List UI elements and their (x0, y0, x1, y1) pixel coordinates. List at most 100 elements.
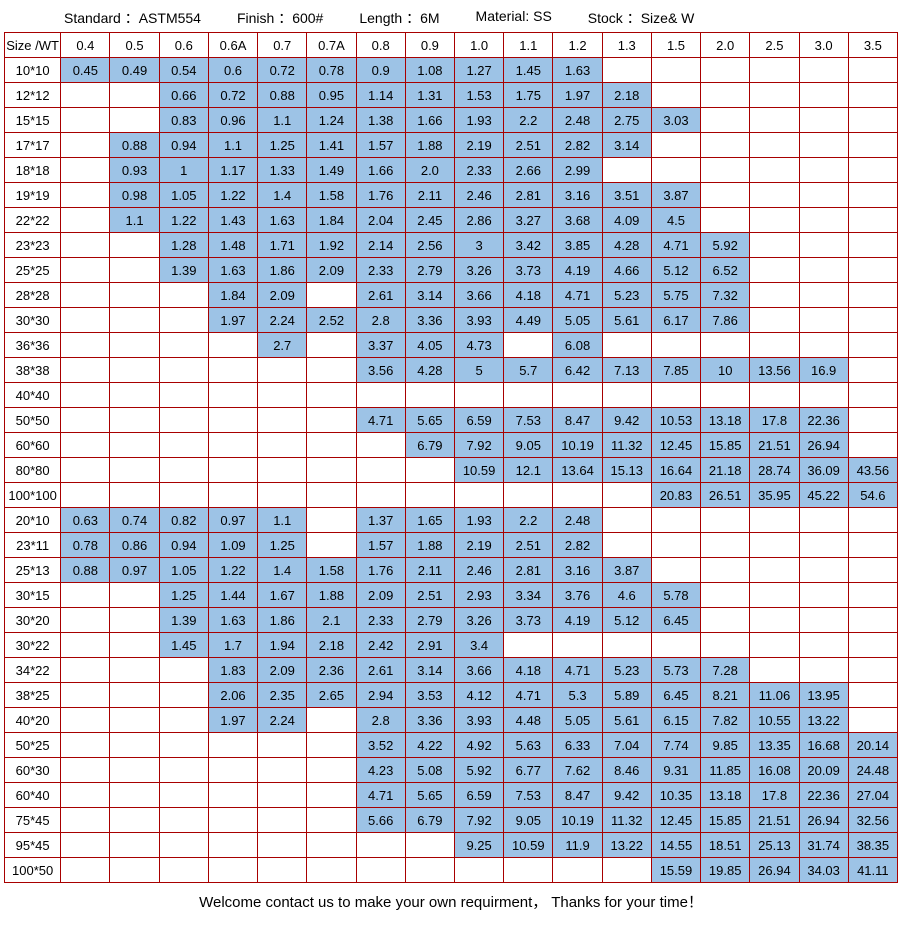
value-cell (405, 383, 454, 408)
value-cell (61, 208, 110, 233)
value-cell: 9.42 (602, 408, 651, 433)
value-cell: 3.51 (602, 183, 651, 208)
value-cell: 5.65 (405, 783, 454, 808)
value-cell: 5.12 (651, 258, 700, 283)
size-cell: 60*30 (5, 758, 61, 783)
value-cell: 4.48 (504, 708, 553, 733)
value-cell: 1.63 (553, 58, 602, 83)
size-cell: 95*45 (5, 833, 61, 858)
value-cell: 1.94 (258, 633, 307, 658)
value-cell: 26.94 (799, 808, 848, 833)
value-cell: 7.32 (701, 283, 750, 308)
value-cell: 3.87 (651, 183, 700, 208)
value-cell: 9.42 (602, 783, 651, 808)
value-cell: 26.51 (701, 483, 750, 508)
value-cell (307, 408, 356, 433)
value-cell (110, 708, 159, 733)
value-cell: 11.32 (602, 433, 651, 458)
value-cell (208, 833, 257, 858)
value-cell (405, 458, 454, 483)
value-cell: 27.04 (848, 783, 897, 808)
value-cell (307, 433, 356, 458)
value-cell: 1.86 (258, 608, 307, 633)
value-cell: 3.37 (356, 333, 405, 358)
value-cell (455, 483, 504, 508)
value-cell: 1.76 (356, 558, 405, 583)
value-cell: 21.18 (701, 458, 750, 483)
value-cell: 6.45 (651, 608, 700, 633)
table-row: 25*251.391.631.862.092.332.793.263.734.1… (5, 258, 898, 283)
size-cell: 60*40 (5, 783, 61, 808)
size-cell: 40*40 (5, 383, 61, 408)
value-cell: 4.71 (356, 408, 405, 433)
value-cell (61, 683, 110, 708)
value-cell (208, 408, 257, 433)
value-cell: 1.25 (258, 533, 307, 558)
value-cell: 2.66 (504, 158, 553, 183)
value-cell (602, 633, 651, 658)
value-cell: 8.47 (553, 408, 602, 433)
value-cell: 10.19 (553, 433, 602, 458)
value-cell (848, 408, 897, 433)
value-cell: 6.45 (651, 683, 700, 708)
value-cell: 5.3 (553, 683, 602, 708)
table-row: 60*304.235.085.926.777.628.469.3111.8516… (5, 758, 898, 783)
value-cell: 1.93 (455, 508, 504, 533)
value-cell (848, 208, 897, 233)
value-cell: 3.16 (553, 183, 602, 208)
value-cell: 13.56 (750, 358, 799, 383)
size-cell: 100*100 (5, 483, 61, 508)
value-cell (307, 533, 356, 558)
value-cell: 2.7 (258, 333, 307, 358)
value-cell: 3.4 (455, 633, 504, 658)
value-cell (159, 683, 208, 708)
value-cell (61, 433, 110, 458)
value-cell: 4.73 (455, 333, 504, 358)
value-cell (848, 133, 897, 158)
value-cell (651, 83, 700, 108)
value-cell: 1.25 (159, 583, 208, 608)
value-cell: 3.36 (405, 308, 454, 333)
value-cell (799, 533, 848, 558)
value-cell (61, 833, 110, 858)
value-cell: 2.14 (356, 233, 405, 258)
size-cell: 15*15 (5, 108, 61, 133)
value-cell: 20.14 (848, 733, 897, 758)
value-cell (208, 733, 257, 758)
value-cell: 0.82 (159, 508, 208, 533)
value-cell (701, 208, 750, 233)
value-cell: 16.08 (750, 758, 799, 783)
value-cell: 15.85 (701, 808, 750, 833)
value-cell (701, 533, 750, 558)
size-cell: 38*25 (5, 683, 61, 708)
table-row: 23*231.281.481.711.922.142.5633.423.854.… (5, 233, 898, 258)
size-cell: 10*10 (5, 58, 61, 83)
value-cell (651, 58, 700, 83)
value-cell: 6.59 (455, 408, 504, 433)
value-cell: 1.1 (110, 208, 159, 233)
value-cell: 3.36 (405, 708, 454, 733)
table-row: 18*180.9311.171.331.491.662.02.332.662.9… (5, 158, 898, 183)
value-cell (307, 383, 356, 408)
value-cell: 2.82 (553, 533, 602, 558)
value-cell: 17.8 (750, 408, 799, 433)
value-cell (307, 808, 356, 833)
value-cell (61, 658, 110, 683)
value-cell (848, 683, 897, 708)
value-cell (848, 358, 897, 383)
value-cell (848, 708, 897, 733)
value-cell (602, 383, 651, 408)
table-row: 60*606.797.929.0510.1911.3212.4515.8521.… (5, 433, 898, 458)
value-cell: 2.36 (307, 658, 356, 683)
value-cell (159, 308, 208, 333)
value-cell (848, 83, 897, 108)
value-cell (602, 508, 651, 533)
value-cell: 2.93 (455, 583, 504, 608)
value-cell (159, 283, 208, 308)
value-cell: 12.45 (651, 433, 700, 458)
value-cell (405, 833, 454, 858)
value-cell: 1.97 (208, 708, 257, 733)
value-cell: 0.86 (110, 533, 159, 558)
value-cell: 7.92 (455, 433, 504, 458)
table-row: 28*281.842.092.613.143.664.184.715.235.7… (5, 283, 898, 308)
